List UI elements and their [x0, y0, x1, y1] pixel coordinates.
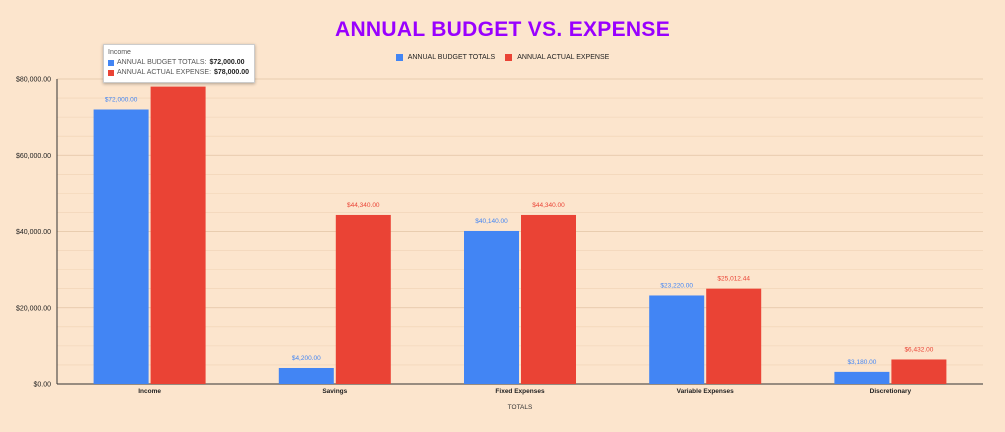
- tooltip-title: Income: [108, 49, 131, 56]
- y-tick-label: $60,000.00: [16, 153, 51, 160]
- tooltip-label-budget: ANNUAL BUDGET TOTALS:: [117, 59, 207, 66]
- bar-budget: [649, 295, 705, 384]
- bar-expense: [706, 288, 762, 384]
- bar-budget: [93, 109, 149, 384]
- y-tick-label: $80,000.00: [16, 77, 51, 84]
- legend-swatch-budget: [395, 54, 403, 61]
- bar-budget: [834, 371, 890, 384]
- data-label: $4,200.00: [292, 355, 321, 362]
- hover-tooltip: Income ANNUAL BUDGET TOTALS: $72,000.00 …: [103, 44, 256, 83]
- y-tick-label: $0.00: [33, 382, 51, 389]
- x-tick-label: Savings: [322, 388, 347, 395]
- legend-item-expense[interactable]: ANNUAL ACTUAL EXPENSE: [505, 54, 609, 61]
- y-tick-label: $40,000.00: [16, 229, 51, 236]
- bar-expense: [891, 359, 947, 384]
- data-label: $6,432.00: [904, 346, 933, 353]
- tooltip-row-expense: ANNUAL ACTUAL EXPENSE: $78,000.00: [108, 68, 249, 78]
- x-tick-label: Variable Expenses: [677, 388, 734, 395]
- x-tick-label: Income: [138, 388, 161, 395]
- tooltip-row-budget: ANNUAL BUDGET TOTALS: $72,000.00: [108, 58, 249, 68]
- x-axis-title: TOTALS: [508, 404, 533, 411]
- x-tick-label: Discretionary: [870, 388, 912, 395]
- data-label: $25,012.44: [717, 276, 750, 283]
- data-label: $40,140.00: [475, 218, 508, 225]
- data-label: $44,340.00: [532, 202, 565, 209]
- chart-legend: ANNUAL BUDGET TOTALS ANNUAL ACTUAL EXPEN…: [0, 54, 1005, 61]
- bar-expense: [150, 86, 206, 384]
- bar-budget: [278, 367, 334, 384]
- x-tick-label: Fixed Expenses: [495, 388, 545, 395]
- legend-label-expense: ANNUAL ACTUAL EXPENSE: [517, 54, 610, 61]
- tooltip-value-budget: $72,000.00: [209, 59, 245, 66]
- legend-label-budget: ANNUAL BUDGET TOTALS: [407, 54, 496, 61]
- data-label: $44,340.00: [347, 202, 380, 209]
- data-label: $23,220.00: [660, 282, 693, 289]
- tooltip-label-expense: ANNUAL ACTUAL EXPENSE:: [117, 69, 212, 76]
- legend-swatch-expense: [505, 54, 513, 61]
- tooltip-swatch-budget: [108, 60, 114, 66]
- y-tick-label: $20,000.00: [16, 305, 51, 312]
- data-label: $72,000.00: [105, 97, 138, 104]
- tooltip-value-expense: $78,000.00: [214, 69, 250, 76]
- chart-title: ANNUAL BUDGET VS. EXPENSE: [335, 18, 670, 41]
- bar-expense: [335, 214, 391, 384]
- legend-item-budget[interactable]: ANNUAL BUDGET TOTALS: [395, 54, 496, 61]
- data-label: $3,180.00: [847, 359, 876, 366]
- tooltip-swatch-expense: [108, 70, 114, 76]
- bar-budget: [464, 230, 519, 384]
- bar-expense: [521, 214, 576, 384]
